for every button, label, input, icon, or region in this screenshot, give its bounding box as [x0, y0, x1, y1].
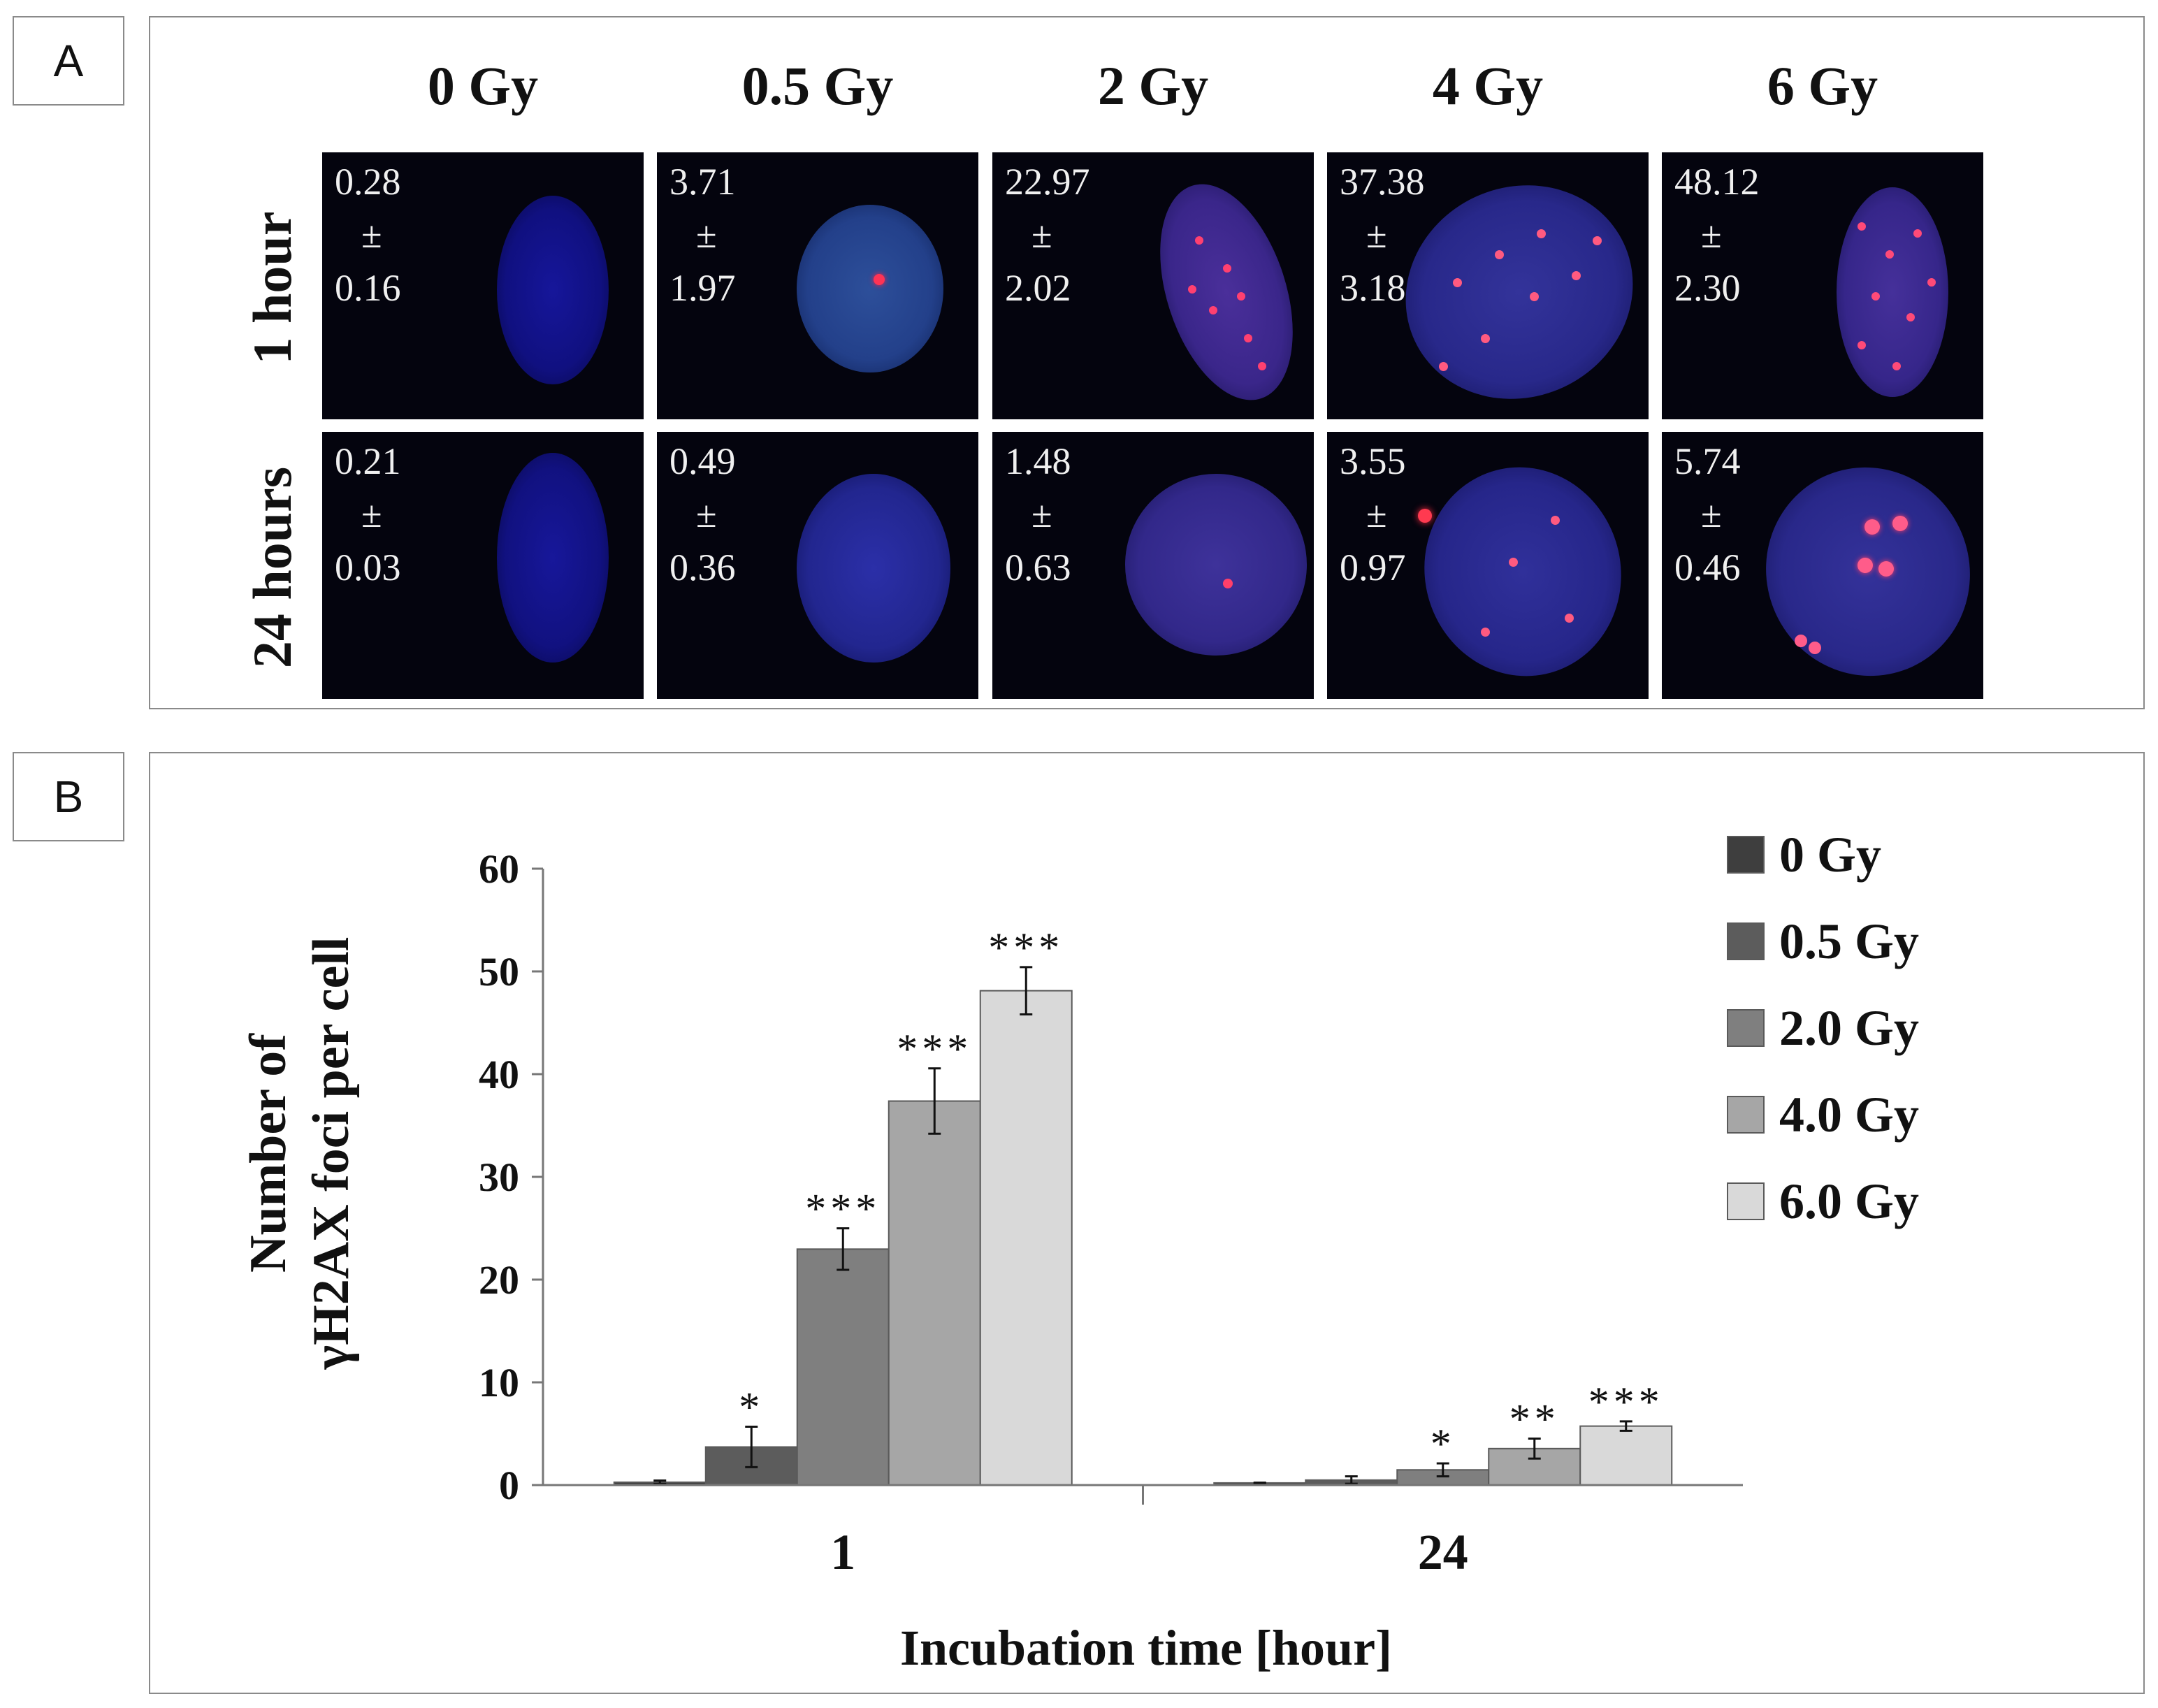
- micrograph-24h-6gy: 5.74 ±0.46: [1662, 432, 1983, 699]
- plus-minus: ±: [696, 214, 717, 256]
- row-header-1-hour: 1 hour: [242, 211, 303, 365]
- foci-mean: 0.21: [335, 440, 401, 482]
- column-header-2gy: 2 Gy: [1097, 55, 1209, 116]
- micrograph-1h-4gy: 37.38 ±3.18: [1327, 152, 1649, 419]
- panel-b-label: B: [13, 752, 124, 841]
- foci-sd: 2.02: [1005, 267, 1071, 309]
- foci-sd: 2.30: [1674, 267, 1741, 309]
- plus-minus: ±: [361, 214, 382, 256]
- foci-mean: 0.28: [335, 161, 401, 203]
- foci-sd: 3.18: [1340, 267, 1406, 309]
- micrograph-1h-6gy: 48.12 ±2.30: [1662, 152, 1983, 419]
- foci-mean: 1.48: [1005, 440, 1071, 482]
- foci-sd: 0.36: [669, 547, 736, 588]
- plus-minus: ±: [1701, 493, 1722, 535]
- foci-sd: 0.16: [335, 267, 401, 309]
- micrograph-1h-2gy: 22.97 ±2.02: [992, 152, 1314, 419]
- foci-sd: 0.03: [335, 547, 401, 588]
- foci-mean: 22.97: [1005, 161, 1090, 203]
- micrograph-1h-0gy: 0.28 ±0.16: [322, 152, 644, 419]
- panel-b-frame: [149, 752, 2145, 1694]
- plus-minus: ±: [1366, 214, 1387, 256]
- plus-minus: ±: [696, 493, 717, 535]
- foci-sd: 0.63: [1005, 547, 1071, 588]
- foci-mean: 37.38: [1340, 161, 1425, 203]
- micrograph-1h-0-5gy: 3.71 ±1.97: [657, 152, 978, 419]
- foci-sd: 1.97: [669, 267, 736, 309]
- plus-minus: ±: [1031, 214, 1052, 256]
- foci-mean: 3.55: [1340, 440, 1406, 482]
- plus-minus: ±: [1701, 214, 1722, 256]
- column-header-6gy: 6 Gy: [1767, 55, 1878, 116]
- micrograph-24h-0-5gy: 0.49 ±0.36: [657, 432, 978, 699]
- foci-mean: 0.49: [669, 440, 736, 482]
- foci-mean: 5.74: [1674, 440, 1741, 482]
- panel-a-label: A: [13, 16, 124, 106]
- micrograph-24h-0gy: 0.21 ±0.03: [322, 432, 644, 699]
- plus-minus: ±: [361, 493, 382, 535]
- foci-sd: 0.97: [1340, 547, 1406, 588]
- row-header-24-hours: 24 hours: [242, 466, 303, 669]
- micrograph-24h-4gy: 3.55 ±0.97: [1327, 432, 1649, 699]
- foci-sd: 0.46: [1674, 547, 1741, 588]
- micrograph-24h-2gy: 1.48 ±0.63: [992, 432, 1314, 699]
- column-header-0-5gy: 0.5 Gy: [741, 55, 894, 116]
- plus-minus: ±: [1031, 493, 1052, 535]
- column-header-4gy: 4 Gy: [1432, 55, 1544, 116]
- plus-minus: ±: [1366, 493, 1387, 535]
- foci-mean: 48.12: [1674, 161, 1760, 203]
- foci-mean: 3.71: [669, 161, 736, 203]
- column-header-0gy: 0 Gy: [427, 55, 539, 116]
